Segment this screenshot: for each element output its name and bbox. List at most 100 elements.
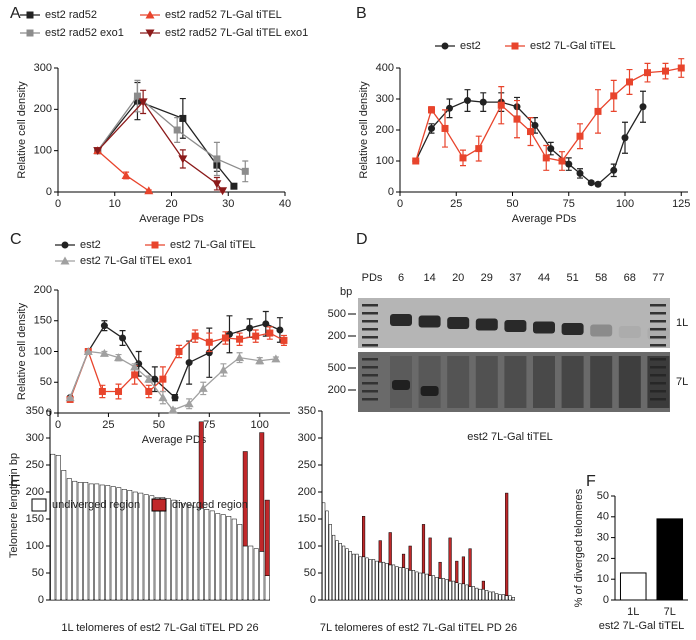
panel-letter: D: [356, 231, 368, 248]
data-point: [252, 332, 260, 340]
size-marker-label: 500: [328, 362, 346, 374]
ladder-band: [362, 358, 378, 361]
legend-marker: [441, 42, 449, 50]
x-tick-label: 20: [165, 198, 177, 210]
legend-marker: [145, 29, 155, 38]
data-point: [119, 334, 127, 342]
bar-segment: [198, 507, 204, 601]
y-tick-label: 150: [26, 513, 44, 525]
x-axis-label: Average PDs: [139, 213, 204, 225]
data-point: [246, 324, 254, 332]
ladder-band: [362, 336, 378, 339]
data-point: [280, 336, 288, 344]
series-line: [415, 99, 644, 185]
bar-segment: [61, 470, 67, 601]
bar-segment: [455, 560, 459, 583]
gel-band: [420, 386, 439, 396]
legend-label: est2 rad52 exo1: [45, 27, 124, 39]
gel-band: [390, 314, 412, 326]
bar-segment: [165, 498, 171, 601]
bar-segment: [226, 516, 232, 601]
y-tick-label: 200: [34, 103, 52, 115]
y-tick-label: 250: [298, 459, 316, 471]
gel-smear: [447, 356, 470, 408]
bar-segment: [259, 432, 265, 552]
data-point: [98, 387, 106, 395]
data-point: [99, 348, 109, 357]
legend-label: undiverged region: [52, 499, 140, 511]
y-tick-label: 50: [304, 567, 316, 579]
bar-segment: [358, 556, 362, 601]
y-tick-label: 50: [32, 567, 44, 579]
data-point: [168, 405, 178, 414]
lane-label: 51: [566, 272, 578, 284]
y-tick-label: 100: [34, 145, 52, 157]
bar-segment: [445, 579, 449, 601]
legend-marker: [26, 29, 34, 37]
lane-label: 77: [652, 272, 664, 284]
data-point: [626, 78, 633, 86]
legend-label: est2 rad52: [45, 9, 97, 21]
gel-smear: [504, 356, 527, 408]
bar-segment: [371, 559, 376, 601]
bar-segment: [415, 571, 419, 601]
bar-segment: [448, 537, 452, 582]
bar-segment: [72, 480, 78, 601]
bar-segment: [149, 495, 155, 601]
data-point: [93, 147, 103, 156]
bar-segment: [441, 578, 446, 601]
bar-segment: [332, 534, 336, 601]
gel-smear: [418, 356, 441, 408]
bar-segment: [215, 513, 221, 601]
data-point: [212, 180, 222, 189]
bar-segment: [83, 482, 89, 601]
bar-segment: [408, 570, 412, 601]
bar-segment: [365, 557, 369, 601]
bar-segment: [264, 499, 270, 576]
data-point: [610, 92, 618, 100]
y-axis-label: Relative cell density: [358, 81, 370, 179]
data-point: [531, 121, 539, 129]
bar-segment: [105, 485, 111, 601]
y-tick-label: 0: [38, 594, 44, 606]
bar-segment: [220, 514, 226, 601]
x-tick-label: 75: [563, 198, 575, 210]
x-tick-label: 100: [251, 419, 269, 431]
bar-segment: [237, 524, 243, 601]
x-tick-label: 125: [672, 198, 690, 210]
gel-band: [475, 318, 498, 331]
bar-segment: [401, 553, 406, 568]
data-point: [662, 67, 669, 75]
ladder-band: [650, 320, 666, 323]
y-axis-label: Relative cell density: [16, 81, 28, 179]
y-tick-label: 300: [298, 432, 316, 444]
data-point: [221, 334, 229, 342]
bar-segment: [209, 510, 215, 601]
bar-segment: [481, 588, 485, 601]
bar-segment: [435, 577, 439, 601]
bar-segment: [325, 510, 329, 601]
bar-segment: [461, 556, 466, 585]
bar-segment: [362, 516, 366, 558]
bar-segment: [381, 561, 386, 601]
bar-segment: [428, 537, 432, 576]
bar-segment: [485, 590, 489, 601]
bar-segment: [204, 509, 210, 601]
legend-label: est2: [80, 239, 101, 251]
data-point: [271, 354, 281, 363]
gel-smear: [618, 356, 641, 408]
ladder-band: [362, 398, 378, 401]
bar-segment: [501, 594, 505, 601]
legend-marker: [60, 256, 70, 265]
bar-segment: [481, 580, 485, 590]
y-tick-label: 20: [597, 552, 609, 564]
bar-segment: [253, 548, 259, 601]
bar-segment: [121, 489, 127, 601]
size-marker-label: 200: [328, 330, 346, 342]
gel-smear: [590, 356, 613, 408]
bar-segment: [385, 563, 389, 601]
gel-band: [533, 321, 555, 334]
data-point: [547, 145, 555, 153]
data-point: [594, 107, 602, 115]
bar-segment: [171, 499, 177, 601]
